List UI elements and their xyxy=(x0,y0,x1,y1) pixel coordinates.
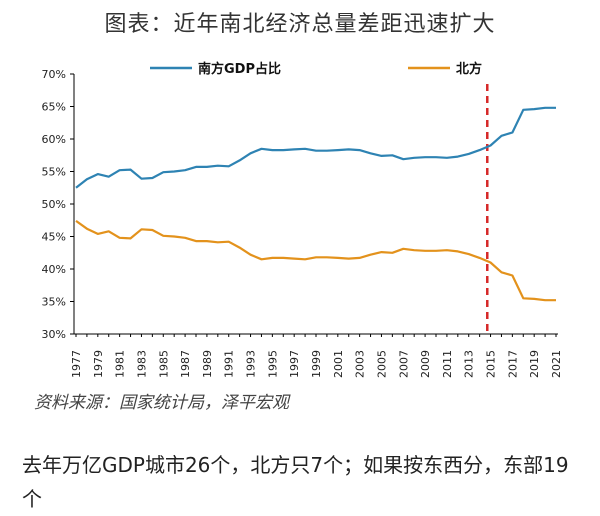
x-tick-label: 1983 xyxy=(135,350,148,378)
source-note: 资料来源：国家统计局，泽平宏观 xyxy=(34,393,289,413)
x-tick-label: 1987 xyxy=(179,350,192,378)
x-tick-label: 2015 xyxy=(485,350,498,378)
axes-group: 30% 35% 40% 45% 50% 55% 60% 65% 70% 1977 1979 1981 1… xyxy=(42,68,563,378)
series-line-north xyxy=(75,220,556,302)
y-tick-label: 40% xyxy=(42,263,66,276)
x-tick-label: 2009 xyxy=(419,350,432,378)
x-tick-label: 1989 xyxy=(201,350,214,378)
figure-title: 图表：近年南北经济总量差距迅速扩大 xyxy=(104,12,496,37)
y-tick-label: 65% xyxy=(42,101,66,114)
series-line-south xyxy=(75,106,556,189)
legend-label: 南方GDP占比 xyxy=(198,61,281,77)
y-tick-label: 55% xyxy=(42,166,66,179)
y-tick-label: 50% xyxy=(42,198,66,211)
x-tick-label: 2011 xyxy=(441,350,454,378)
y-tick-label: 60% xyxy=(42,133,66,146)
x-tick-label: 2019 xyxy=(528,350,541,378)
x-tick-label: 1999 xyxy=(310,350,323,378)
y-tick-label: 35% xyxy=(42,296,66,309)
x-tick-label: 1981 xyxy=(114,350,127,378)
x-tick-label: 1993 xyxy=(245,350,258,378)
y-tick-label: 30% xyxy=(42,328,66,341)
x-tick-label: 1985 xyxy=(157,350,170,378)
x-tick-label: 2005 xyxy=(375,350,388,378)
x-tick-label: 1979 xyxy=(92,350,105,378)
y-tick-label: 45% xyxy=(42,231,66,244)
x-tick-label: 2021 xyxy=(550,350,563,378)
x-tick-label: 1977 xyxy=(70,350,83,378)
x-tick-label: 2017 xyxy=(506,350,519,378)
legend-label: 北方 xyxy=(456,61,482,77)
x-tick-label: 2013 xyxy=(463,350,476,378)
x-tick-label: 1995 xyxy=(266,350,279,378)
legend: 南方GDP占比 北方 xyxy=(150,61,482,77)
line-chart: 30% 35% 40% 45% 50% 55% 60% 65% 70% 1977 1979 1981 1… xyxy=(42,61,563,378)
x-tick-label: 1991 xyxy=(223,350,236,378)
article-text: 去年万亿GDP城市26个，北方只7个；如果按东西分，东部19个 xyxy=(22,453,569,511)
x-tick-label: 2001 xyxy=(332,350,345,378)
x-tick-label: 1997 xyxy=(288,350,301,378)
x-tick-label: 2003 xyxy=(354,350,367,378)
x-tick-label: 2007 xyxy=(397,350,410,378)
series-group xyxy=(75,106,556,302)
y-tick-label: 70% xyxy=(42,68,66,81)
